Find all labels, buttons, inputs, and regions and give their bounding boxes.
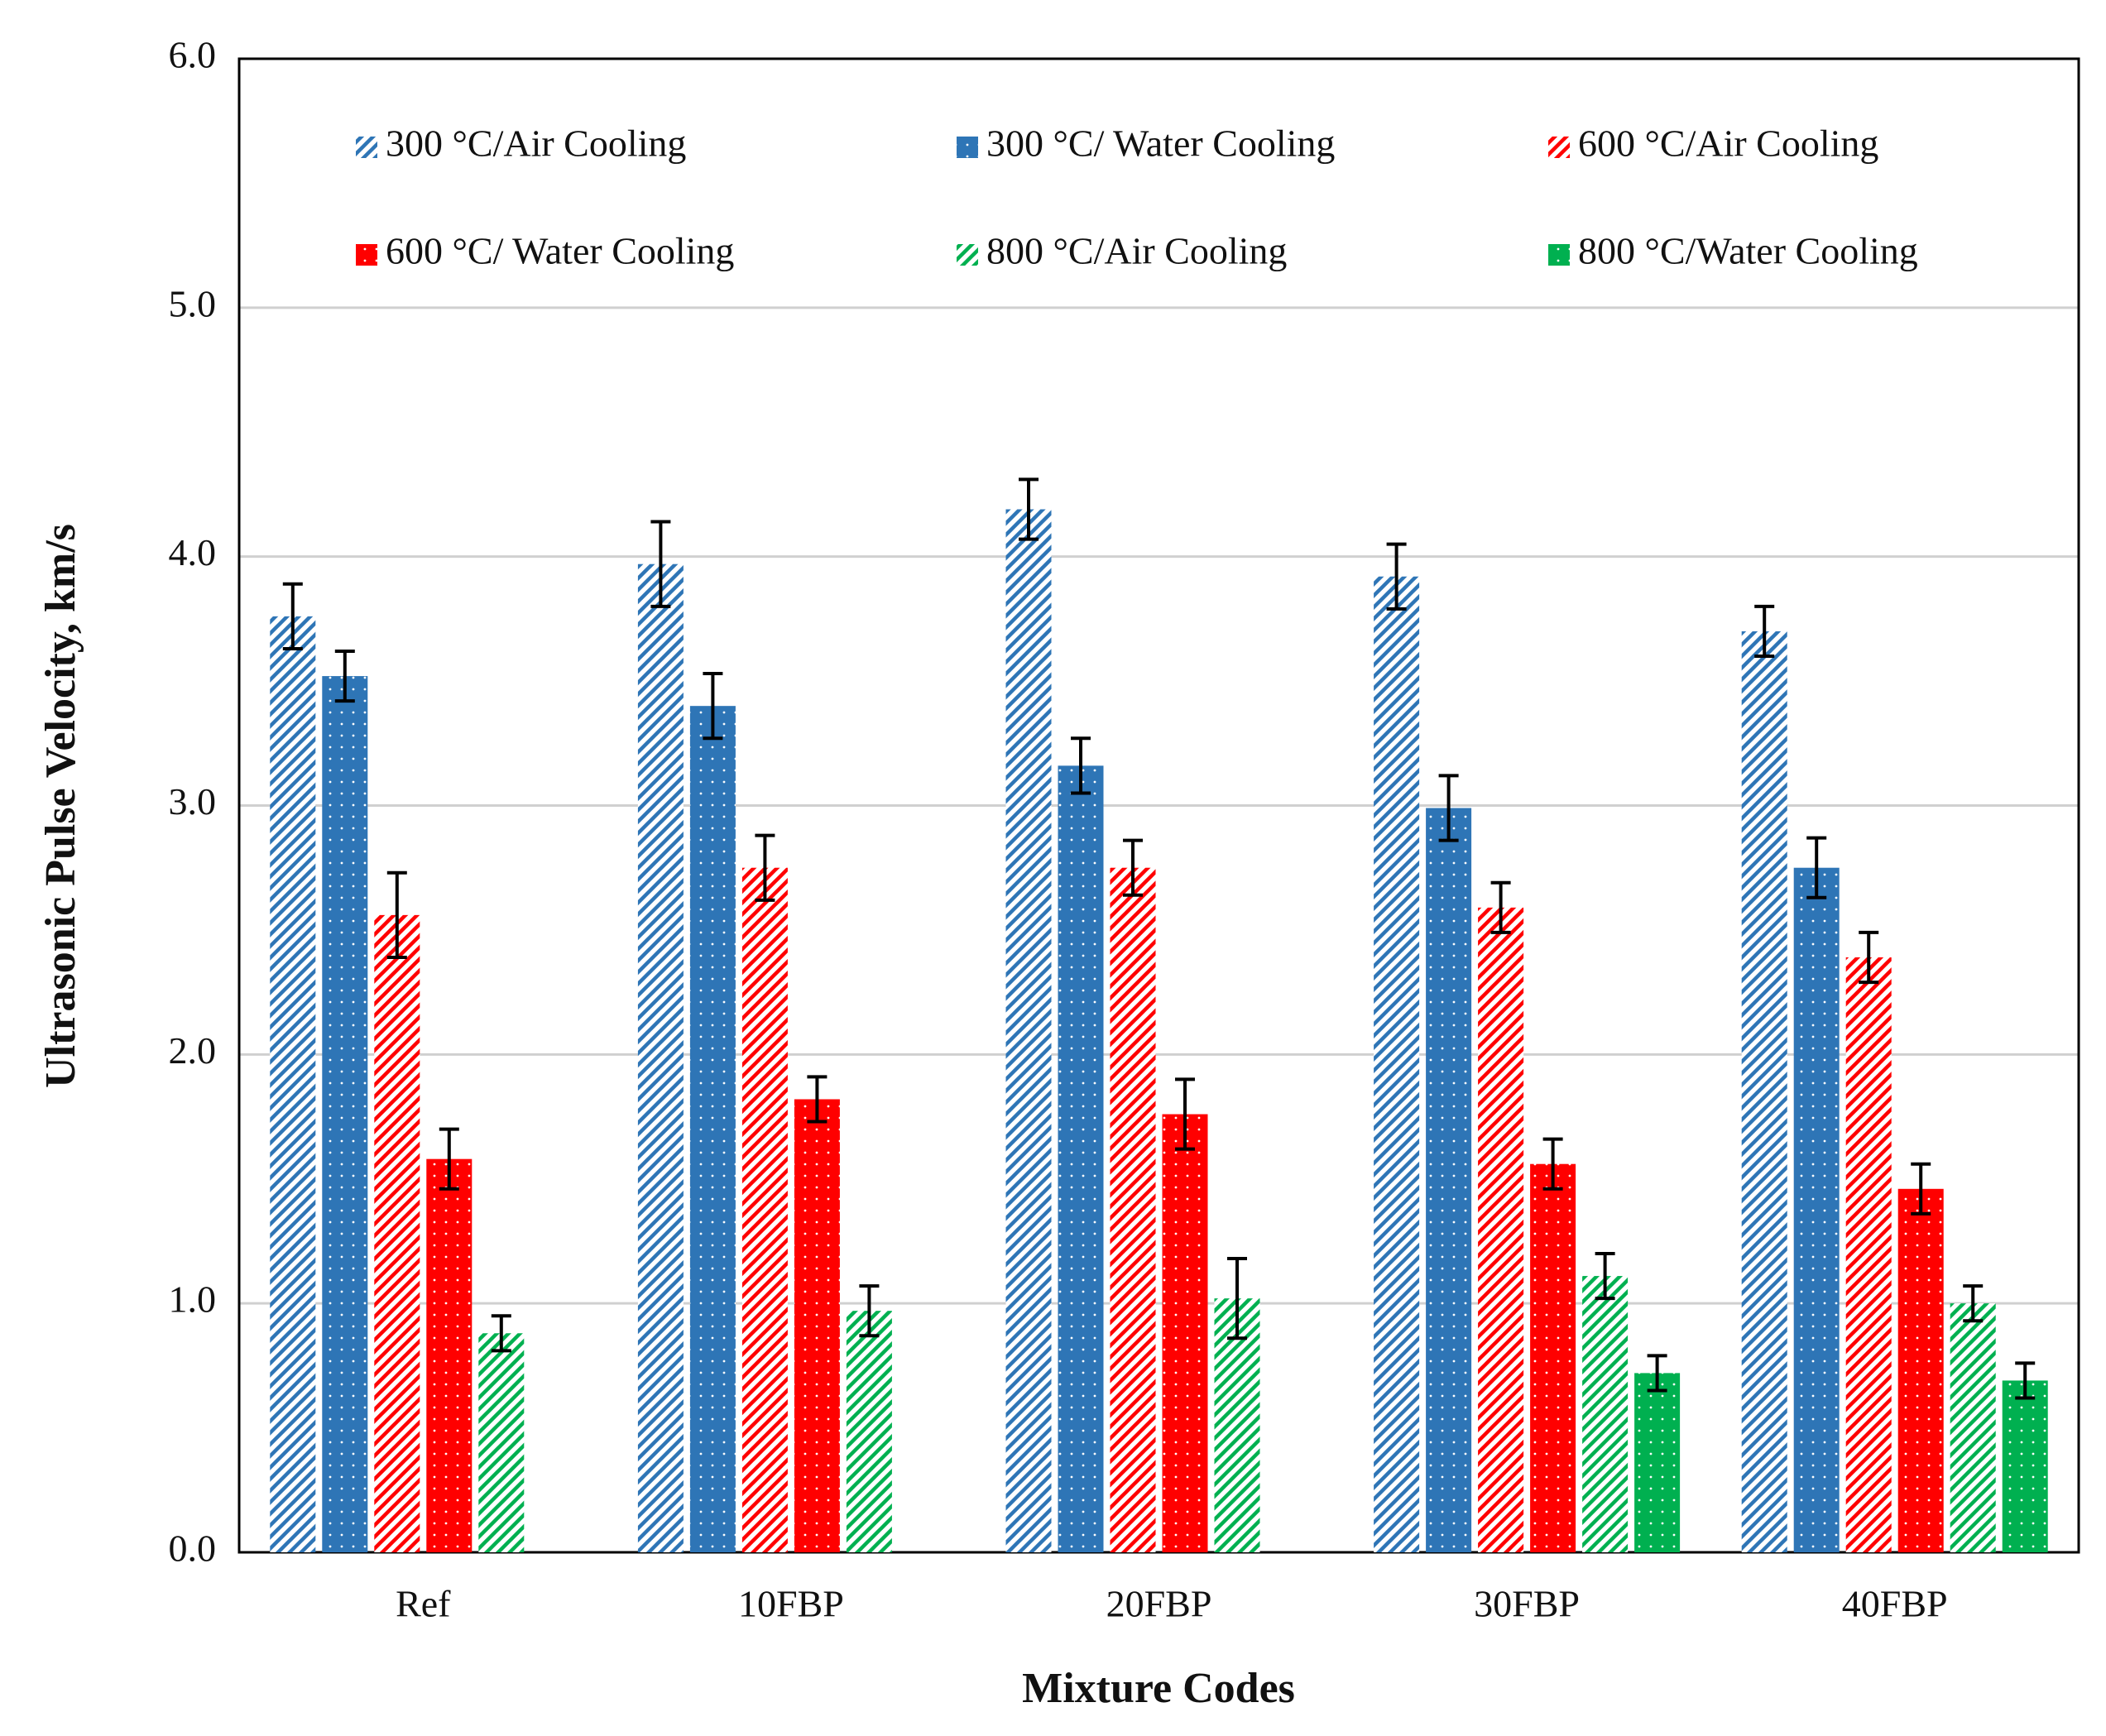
- error-bar: [1595, 1252, 1615, 1301]
- bar: [1374, 576, 1420, 1552]
- bar: [637, 563, 684, 1552]
- legend-swatch: [1548, 137, 1570, 158]
- error-bar: [334, 649, 355, 703]
- error-bar: [282, 582, 303, 650]
- bar: [1110, 867, 1156, 1552]
- x-tick-label: 30FBP: [1474, 1583, 1580, 1625]
- legend-swatch: [1548, 244, 1570, 266]
- bar: [794, 1099, 840, 1552]
- y-tick-label: 3.0: [169, 780, 217, 822]
- legend-swatch: [356, 137, 377, 158]
- error-bar: [1019, 477, 1039, 541]
- error-bar: [1542, 1137, 1563, 1191]
- error-bar: [2015, 1361, 2036, 1400]
- error-bar: [1490, 880, 1511, 934]
- error-bar: [439, 1127, 459, 1191]
- error-bar: [386, 870, 407, 960]
- bar: [846, 1311, 892, 1552]
- y-tick-label: 2.0: [169, 1029, 217, 1072]
- y-axis-title: Ultrasonic Pulse Velocity, km/s: [37, 524, 84, 1088]
- bar: [1214, 1298, 1260, 1552]
- bar: [1478, 907, 1524, 1552]
- bar: [2002, 1380, 2048, 1552]
- legend-swatch: [957, 244, 978, 266]
- x-tick-label: 20FBP: [1106, 1583, 1212, 1625]
- y-tick-label: 0.0: [169, 1527, 217, 1570]
- bar: [1634, 1373, 1681, 1552]
- bar: [1530, 1163, 1576, 1552]
- bar: [322, 676, 368, 1552]
- error-bar: [1071, 736, 1091, 795]
- y-tick-label: 4.0: [169, 531, 217, 573]
- bar: [741, 867, 788, 1552]
- error-bar: [491, 1314, 511, 1353]
- bar: [1793, 867, 1840, 1552]
- error-bar: [859, 1284, 880, 1338]
- x-axis-title: Mixture Codes: [1022, 1665, 1295, 1712]
- error-bar: [1386, 542, 1407, 611]
- error-bar: [1911, 1162, 1931, 1216]
- legend-label: 300 °C/Air Cooling: [386, 122, 686, 165]
- x-tick-label: 10FBP: [738, 1583, 844, 1625]
- legend-swatch: [356, 244, 377, 266]
- bar: [689, 706, 736, 1552]
- error-bar: [755, 833, 775, 902]
- x-tick-label: 40FBP: [1842, 1583, 1948, 1625]
- bar: [1005, 509, 1052, 1553]
- legend-label: 600 °C/ Water Cooling: [386, 230, 734, 272]
- bar: [478, 1333, 525, 1552]
- y-tick-label: 5.0: [169, 282, 217, 324]
- bar: [270, 616, 316, 1552]
- bar: [1058, 765, 1104, 1552]
- bar: [374, 914, 420, 1552]
- bar: [1845, 957, 1892, 1552]
- y-tick-label: 6.0: [169, 34, 217, 76]
- bar: [1950, 1303, 1996, 1552]
- error-bar: [1754, 604, 1775, 658]
- plot-frame: [237, 57, 2080, 1554]
- error-bar: [703, 672, 723, 741]
- legend-label: 800 °C/Water Cooling: [1578, 230, 1918, 272]
- bar: [1426, 808, 1472, 1552]
- error-bar: [1963, 1284, 1984, 1323]
- legend-swatch: [957, 137, 978, 158]
- bar: [1162, 1114, 1208, 1552]
- y-tick-label: 1.0: [169, 1278, 217, 1321]
- legend-label: 800 °C/Air Cooling: [986, 230, 1287, 272]
- error-bar: [1175, 1077, 1195, 1151]
- bar: [426, 1158, 473, 1552]
- bar: [1741, 631, 1787, 1552]
- error-bar: [1227, 1257, 1247, 1340]
- legend-label: 300 °C/ Water Cooling: [986, 122, 1335, 165]
- legend-label: 600 °C/Air Cooling: [1578, 122, 1878, 165]
- error-bar: [1647, 1354, 1667, 1393]
- error-bar: [1806, 836, 1827, 899]
- error-bar: [1438, 774, 1459, 842]
- x-tick-label: Ref: [396, 1583, 451, 1625]
- error-bar: [1859, 930, 1879, 985]
- error-bar: [650, 520, 671, 608]
- bar: [1582, 1276, 1629, 1552]
- error-bar: [1123, 838, 1143, 897]
- bar: [1897, 1188, 1944, 1552]
- error-bar: [807, 1075, 828, 1124]
